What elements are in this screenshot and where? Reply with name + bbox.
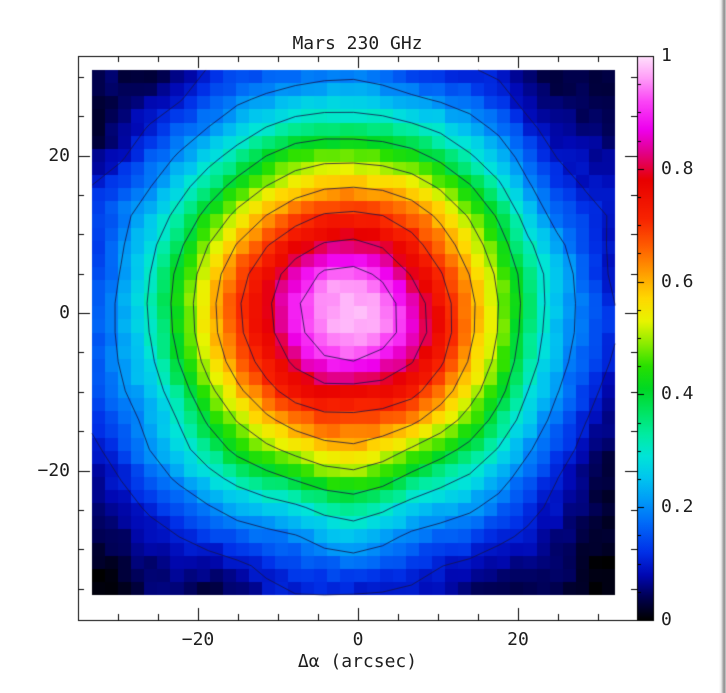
window-right-border: [719, 0, 726, 693]
